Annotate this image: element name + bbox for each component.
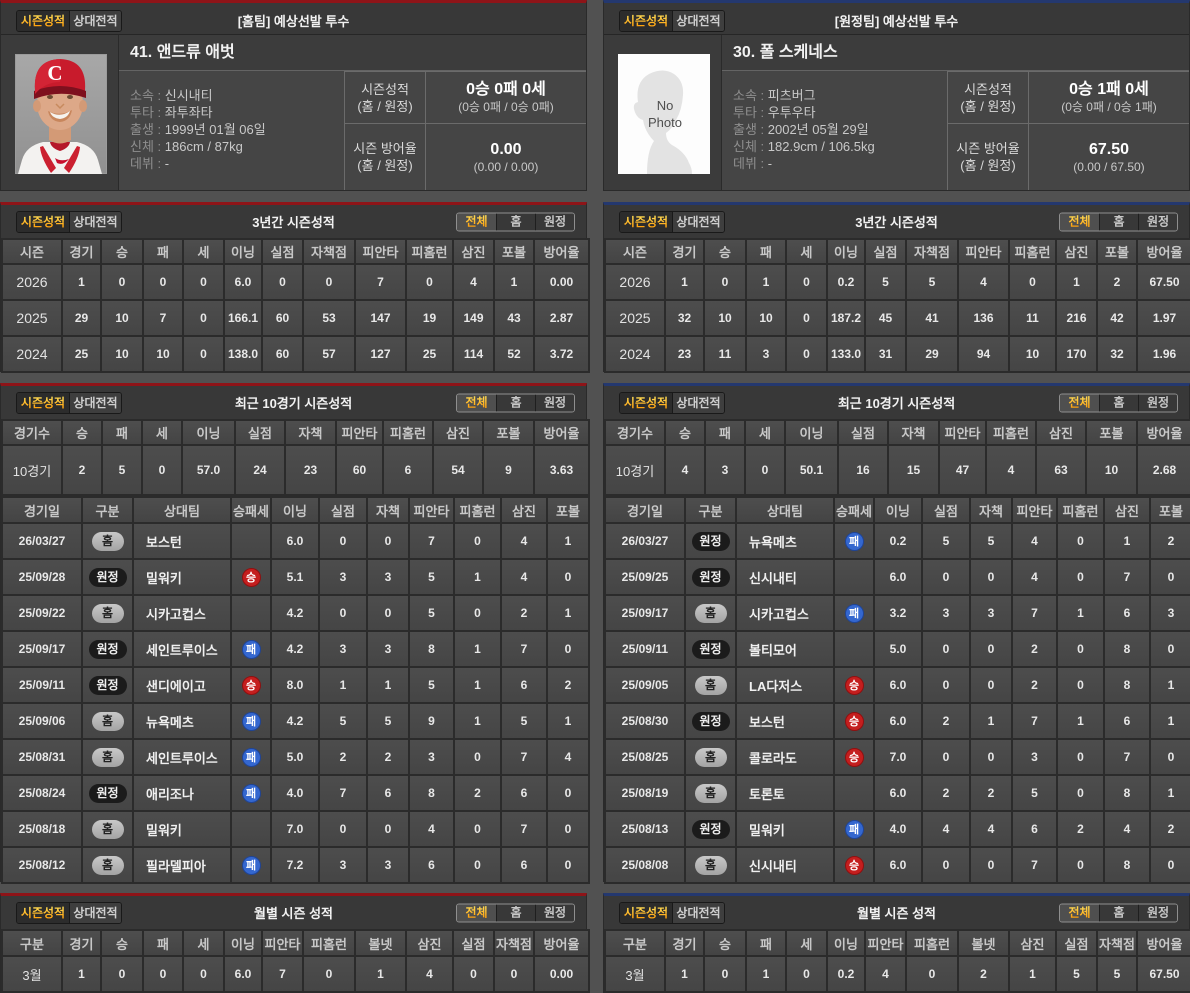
svg-text:No: No	[657, 98, 674, 113]
svg-text:Photo: Photo	[648, 115, 682, 130]
svg-text:C: C	[47, 61, 62, 85]
